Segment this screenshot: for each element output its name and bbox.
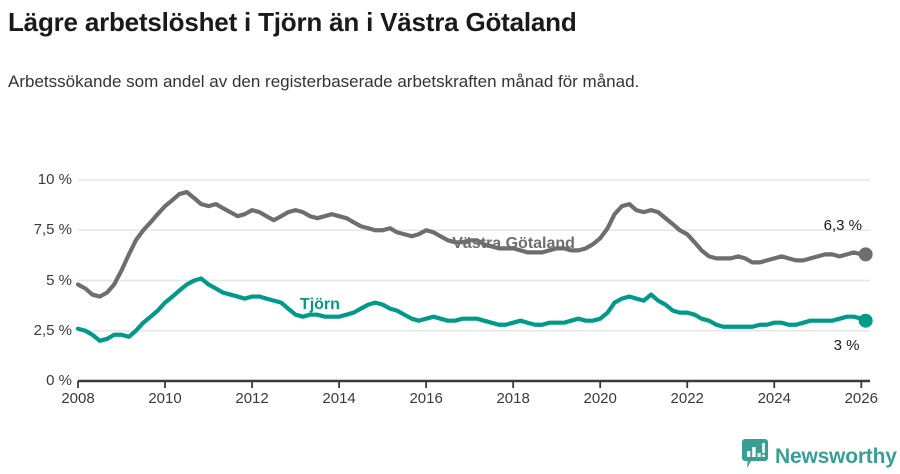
series-line-tjörn [75, 276, 868, 343]
x-axis-tick-label: 2016 [409, 390, 443, 407]
x-axis-tick-label: 2010 [148, 390, 182, 407]
end-value-label-vastra-gotaland: 6,3 % [823, 217, 862, 235]
y-axis-tick-label: 2,5 % [33, 321, 72, 339]
y-axis-tick-label: 0 % [46, 372, 72, 389]
x-axis-tick-label: 2024 [757, 390, 791, 407]
series-label-vastra-gotaland: Västra Götaland [452, 235, 575, 253]
newsworthy-logo: Newsworthy [742, 439, 897, 474]
y-axis-tick-label: 5 % [46, 271, 72, 289]
series-endpoint-västra-götaland [858, 247, 873, 262]
x-axis-tick-label: 2022 [670, 390, 704, 407]
newsworthy-logo-text: Newsworthy [775, 444, 897, 468]
x-axis-tick-label: 2026 [844, 390, 878, 407]
y-axis-tick-label: 7,5 % [33, 221, 72, 239]
x-axis-tick-label: 2008 [61, 390, 95, 407]
page-subtitle: Arbetssökande som andel av den registerb… [8, 72, 640, 91]
x-axis-tick-label: 2018 [496, 390, 530, 407]
page-title: Lägre arbetslöshet i Tjörn än i Västra G… [8, 7, 577, 37]
y-axis-tick-label: 10 % [37, 171, 72, 188]
x-axis-tick-label: 2012 [235, 390, 269, 407]
x-axis-tick-label: 2020 [583, 390, 617, 407]
end-value-label-tjorn: 3 % [833, 336, 860, 354]
series-endpoint-tjörn [858, 313, 873, 328]
series-label-tjorn: Tjörn [299, 295, 340, 313]
bar-chart-bubble-icon [742, 439, 768, 474]
series-line-västra-götaland [75, 189, 868, 299]
x-axis-tick-label: 2014 [322, 390, 356, 407]
